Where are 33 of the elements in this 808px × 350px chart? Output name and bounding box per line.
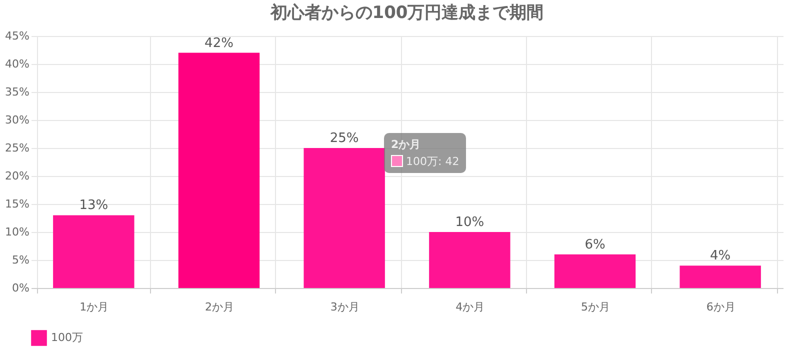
data-label: 10% (455, 215, 484, 230)
tooltip-box: 2か月 100万: 42 (384, 133, 466, 173)
x-tick-label: 1か月 (80, 300, 109, 314)
data-label: 13% (79, 198, 108, 214)
data-label: 4% (710, 248, 731, 264)
bar (554, 254, 636, 288)
annotation: 2か月 (391, 137, 422, 153)
y-tick-label: 10% (5, 226, 30, 238)
y-tick-label: 35% (5, 86, 30, 98)
y-tick-label: 5% (12, 254, 30, 266)
y-tick-label: 40% (5, 58, 30, 70)
annotation: 100万: 42 (405, 154, 460, 170)
x-tick-label: 5か月 (581, 300, 610, 314)
data-label: 6% (584, 237, 606, 252)
data-label: 42% (204, 36, 234, 51)
bar (53, 215, 134, 288)
data-label: 25% (330, 131, 359, 146)
x-tick-label: 3か月 (330, 300, 360, 314)
y-tick-label: 20% (5, 170, 30, 182)
x-tick-label: 2か月 (205, 300, 234, 314)
bar (178, 52, 260, 288)
y-tick-label: 45% (5, 30, 30, 42)
x-tick-label: 4か月 (456, 300, 485, 314)
y-tick-label: 30% (5, 114, 30, 126)
bar (680, 266, 761, 288)
bar (304, 148, 385, 288)
chart-title: 初心者からの100万円達成まで期間 (269, 3, 544, 23)
legend-label: 100万 (51, 331, 83, 344)
x-tick-label: 6か月 (706, 300, 736, 314)
y-tick-label: 0% (12, 282, 30, 294)
y-tick-label: 15% (5, 198, 30, 210)
y-tick-label: 25% (5, 142, 30, 154)
bar (429, 232, 510, 288)
